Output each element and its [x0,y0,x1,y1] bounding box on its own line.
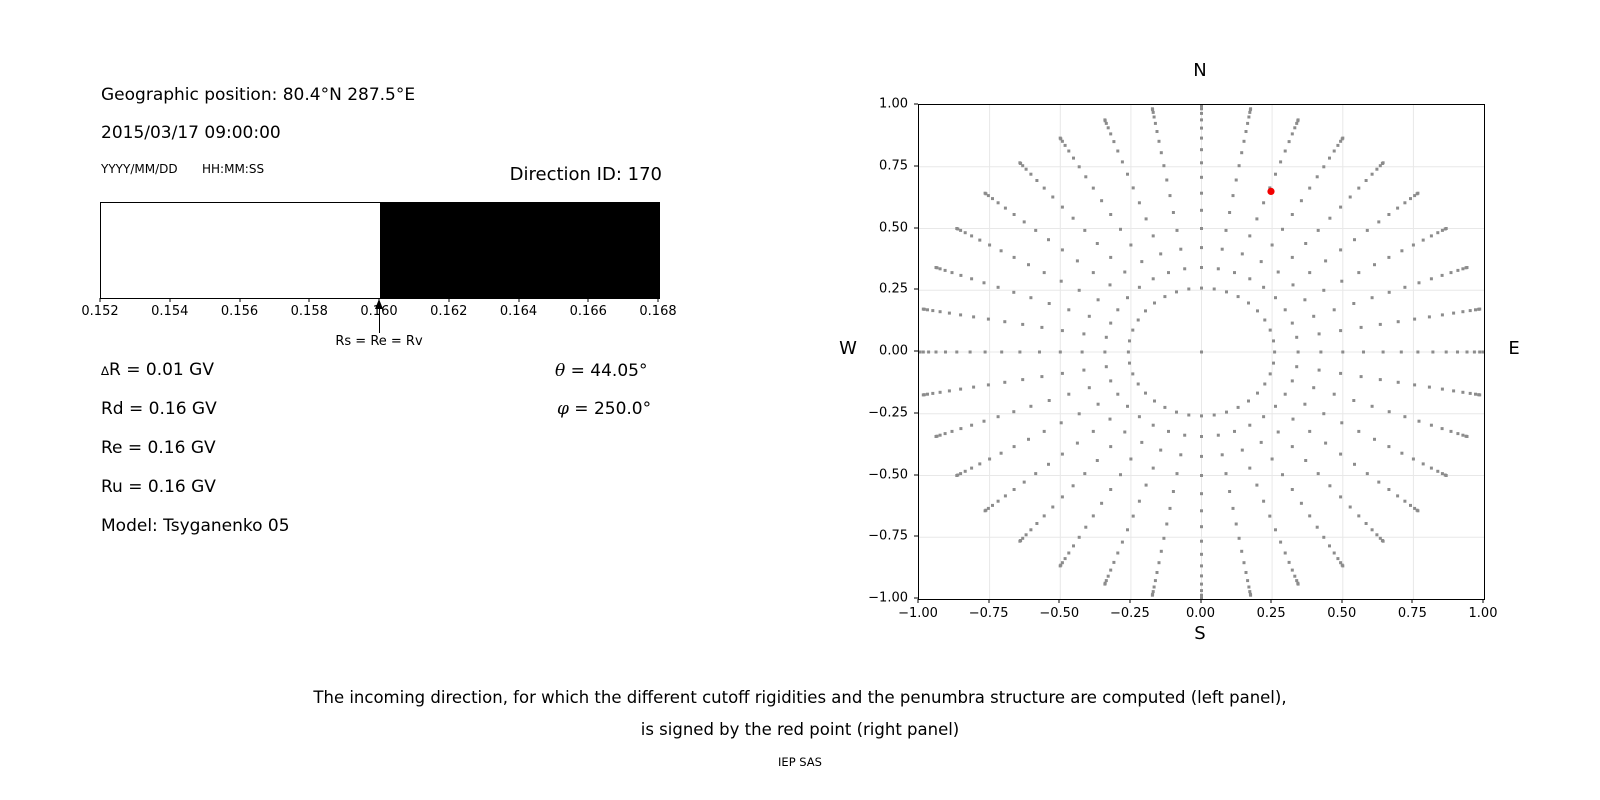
phi-symbol: φ [557,399,569,419]
scatter-x-tick-mark [1270,599,1272,603]
direction-scatter-canvas [919,105,1484,599]
arrow-line [378,307,380,333]
datetime-text: 2015/03/17 09:00:00 [101,123,281,143]
scatter-y-tick-label: 0.00 [879,343,908,359]
scatter-y-tick-mark [914,350,918,352]
geo-position-text: Geographic position: 80.4°N 287.5°E [101,85,416,105]
red-point [1267,187,1275,195]
time-format-label: HH:MM:SS [202,162,265,176]
penumbra-tick-mark [308,298,310,302]
scatter-y-tick-mark [914,412,918,414]
compass-label-south: S [1194,623,1206,644]
scatter-y-tick-mark [914,165,918,167]
scatter-x-tick-mark [988,599,990,603]
scatter-y-tick-mark [914,227,918,228]
penumbra-tick-label: 0.168 [639,304,677,319]
arrow-head-icon [374,299,383,309]
scatter-y-tick-mark [914,288,918,290]
penumbra-bar-plot [100,202,660,299]
scatter-y-tick-mark [914,103,918,105]
penumbra-tick-label: 0.162 [430,304,468,319]
scatter-x-tick-mark [1411,599,1413,603]
scatter-y-tick-mark [914,535,918,537]
model-text: Model: Tsyganenko 05 [101,516,290,536]
delta-symbol: ∆ [101,364,110,378]
re-text: Re = 0.16 GV [101,438,216,458]
scatter-y-tick-label: −0.50 [868,467,908,482]
scatter-x-tick-mark [1200,599,1201,603]
penumbra-tick-label: 0.164 [499,304,538,319]
scatter-y-tick-mark [914,474,918,475]
delta-r-text: ∆R = 0.01 GV [101,361,214,381]
ru-text: Ru = 0.16 GV [101,477,216,497]
scatter-x-tick-mark [1058,599,1060,603]
penumbra-tick-label: 0.158 [290,304,328,319]
compass-label-west: W [839,338,857,359]
scatter-x-tick-mark [1482,599,1484,603]
penumbra-forbidden-band [380,203,659,298]
penumbra-tick-mark [587,298,589,302]
scatter-y-tick-mark [914,597,918,599]
scatter-x-axis: −1.00 −0.75 −0.50 −0.25 0.00 0.25 0.50 0.75 1.00 [898,599,1497,623]
scatter-x-tick-label: 1.00 [1468,606,1498,621]
compass-label-north: N [1193,60,1207,81]
credit-text: IEP SAS [778,755,822,769]
scatter-x-tick-label: −1.00 [898,606,938,621]
direction-scatter-plot [918,104,1485,600]
compass-label-east: E [1508,338,1520,359]
rd-text: Rd = 0.16 GV [101,399,217,419]
scatter-x-tick-label: 0.75 [1397,606,1427,621]
date-format-label: YYYY/MM/DD [101,162,178,176]
scatter-x-tick-label: −0.25 [1109,606,1150,621]
penumbra-tick-label: 0.156 [220,304,259,319]
phi-value: = 250.0° [568,399,652,419]
penumbra-tick-mark [99,298,101,302]
scatter-x-tick-label: 0.00 [1186,606,1215,621]
scatter-x-tick-label: −0.75 [968,606,1009,621]
scatter-y-tick-label: 0.25 [879,281,908,297]
phi-text: φ = 250.0° [557,400,651,419]
scatter-x-tick-label: −0.50 [1039,606,1080,621]
scatter-x-tick-mark [1129,599,1131,603]
scatter-y-tick-label: −1.00 [868,590,908,606]
scatter-y-tick-label: 0.75 [879,158,908,174]
scatter-x-tick-mark [917,599,919,603]
direction-id-text: Direction ID: 170 [509,164,662,185]
arrow-label: Rs = Re = Rv [335,334,423,349]
scatter-x-tick-label: 0.25 [1256,606,1286,621]
penumbra-tick-mark [657,298,659,302]
theta-symbol: θ [555,361,566,381]
penumbra-tick-label: 0.152 [81,304,119,319]
scatter-y-tick-label: 1.00 [879,96,908,112]
delta-r-value: R = 0.01 GV [109,360,214,380]
theta-text: θ = 44.05° [555,362,647,381]
penumbra-tick-mark [518,298,519,302]
penumbra-x-axis: 0.1520.1540.1560.1580.1600.1620.1640.166… [81,298,677,320]
penumbra-tick-label: 0.154 [151,304,189,319]
penumbra-tick-mark [239,298,240,302]
penumbra-tick-label: 0.166 [569,304,607,319]
scatter-y-tick-label: 0.50 [879,220,908,235]
scatter-y-axis: 1.00 0.75 0.50 0.25 0.00 −0.25 −0.50 −0.75 −1.00 [856,97,918,606]
caption-line-2: is signed by the red point (right panel) [640,720,960,739]
scatter-x-tick-mark [1341,599,1343,603]
scatter-y-tick-label: −0.75 [868,528,908,544]
caption-line-1: The incoming direction, for which the di… [313,688,1287,707]
scatter-x-tick-label: 0.50 [1327,606,1357,621]
theta-value: = 44.05° [565,361,648,381]
penumbra-tick-mark [169,298,171,302]
penumbra-tick-mark [448,298,450,302]
scatter-y-tick-label: −0.25 [868,405,908,421]
